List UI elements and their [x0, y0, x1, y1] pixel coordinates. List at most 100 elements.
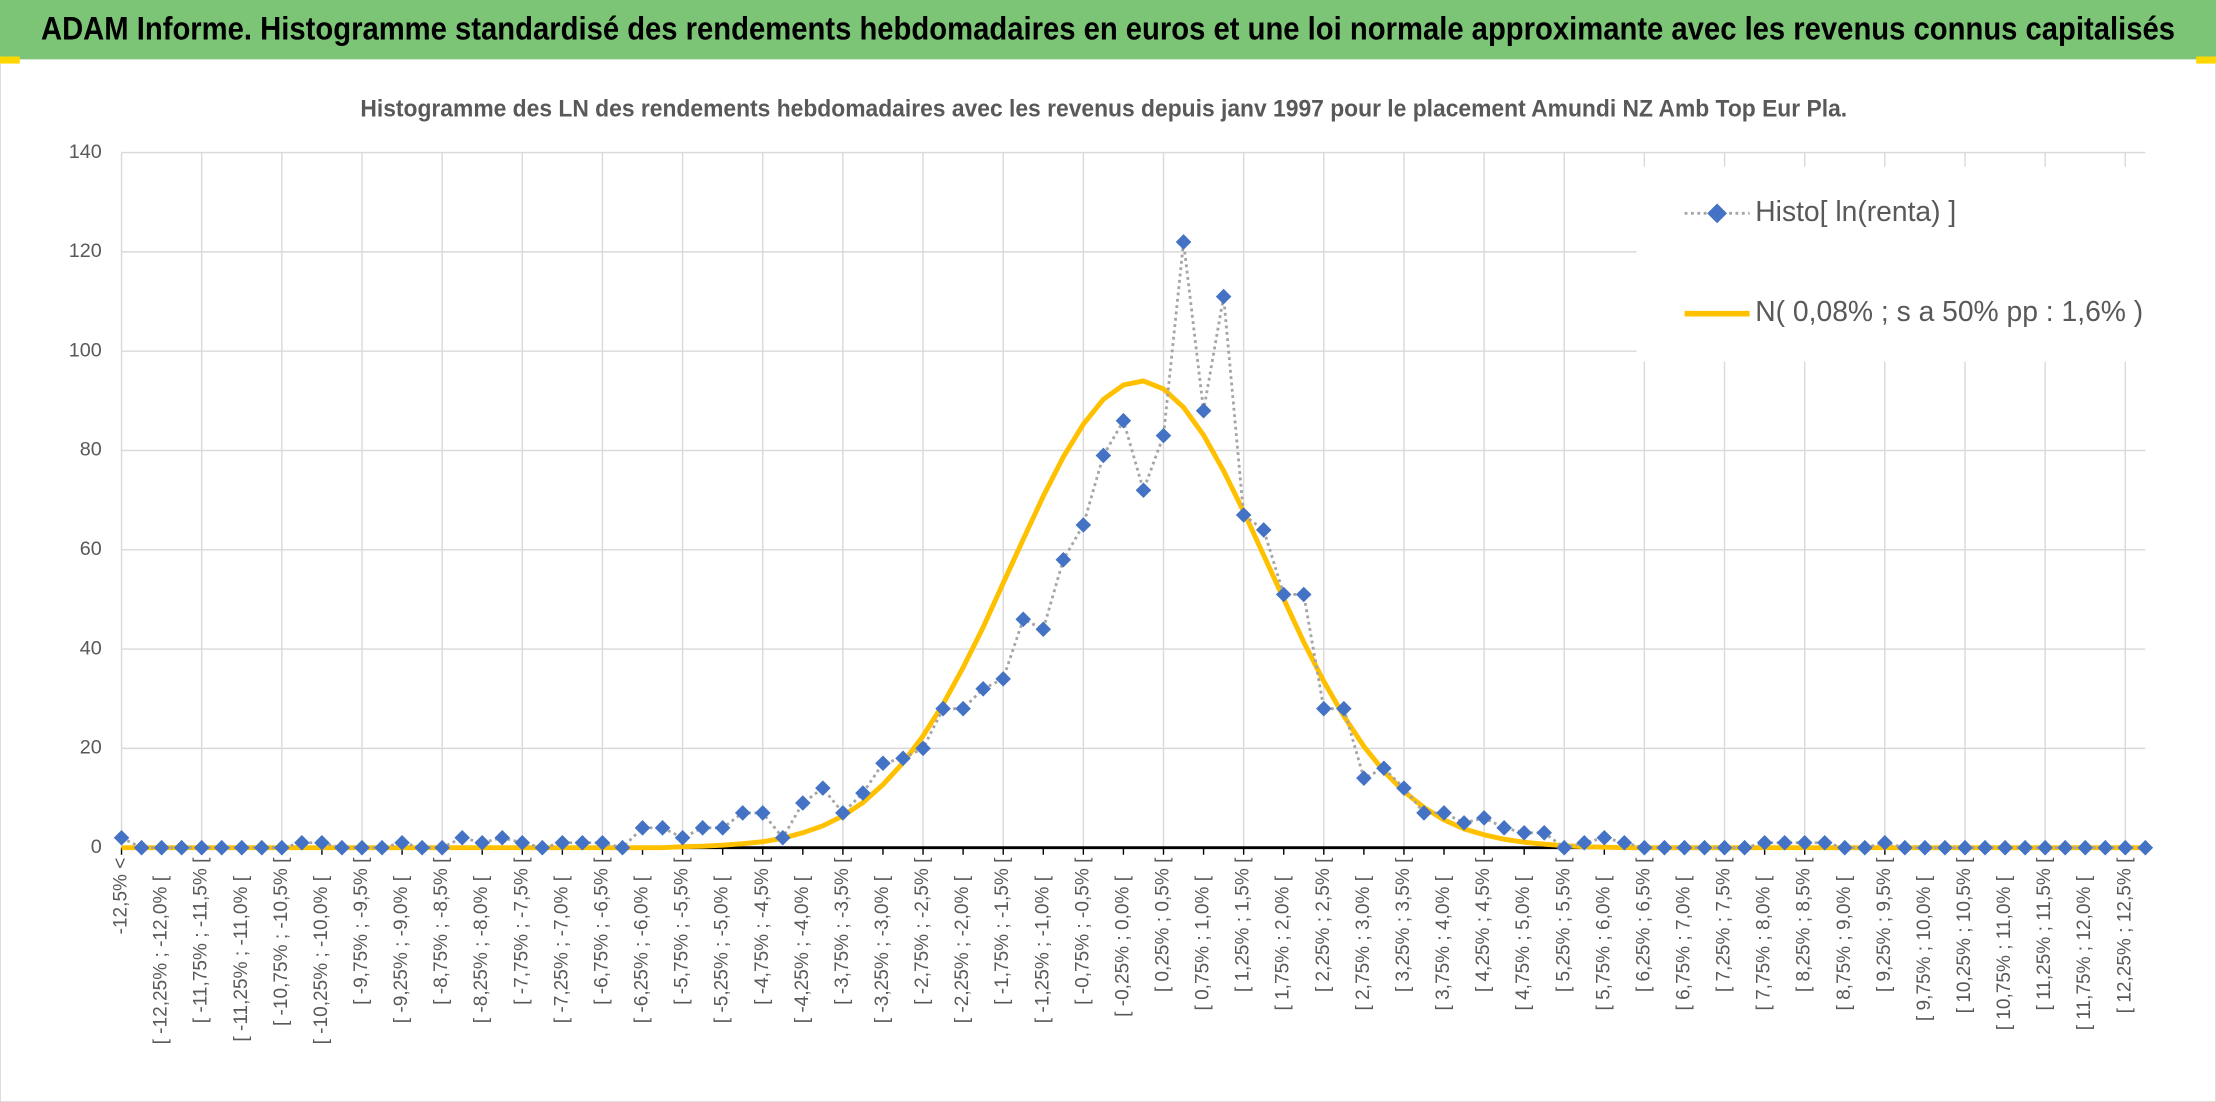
data-point — [2117, 839, 2134, 856]
y-tick-label: 20 — [80, 737, 102, 759]
x-tick-label: [ 7,75% ; 8,0% [ — [1754, 875, 1775, 1010]
x-tick-label: [ -2,75% ; -2,5% [ — [912, 857, 933, 1005]
x-tick-label: [ 2,25% ; 2,5% [ — [1313, 857, 1334, 992]
data-point — [594, 834, 611, 851]
data-point — [955, 700, 971, 717]
data-point — [1195, 402, 1212, 419]
data-point — [1476, 810, 1492, 826]
x-tick-label: [ -11,25% ; -11,0% [ — [231, 875, 252, 1041]
data-point — [835, 805, 851, 821]
y-tick-label: 40 — [80, 637, 102, 659]
x-tick-label: [ 9,25% ; 9,5% [ — [1874, 857, 1895, 992]
data-point — [1736, 839, 1753, 856]
data-point — [1997, 839, 2013, 856]
data-point — [173, 839, 190, 856]
x-tick-label: [ 0,25% ; 0,5% [ — [1153, 857, 1174, 992]
data-point — [494, 829, 511, 846]
data-point — [754, 805, 771, 821]
data-point — [2037, 839, 2053, 856]
legend: Histo[ ln(renta) ] N( 0,08% ; s a 50% pp … — [1636, 166, 2177, 362]
data-point — [1636, 839, 1653, 856]
y-tick-label: 120 — [69, 240, 102, 262]
x-tick-label: [ -0,75% ; -0,5% [ — [1072, 857, 1093, 1005]
data-point — [1837, 839, 1853, 856]
data-point — [614, 839, 631, 856]
x-tick-label: [ -7,75% ; -7,5% [ — [511, 857, 532, 1005]
x-tick-label: [ 6,25% ; 6,5% [ — [1633, 857, 1654, 992]
data-point — [1616, 834, 1633, 851]
x-tick-label: [ 11,75% ; 12,0% [ — [2074, 875, 2095, 1030]
data-point — [1656, 839, 1673, 856]
data-point — [574, 834, 591, 851]
data-point — [1235, 507, 1252, 523]
x-tick-label: [ -9,75% ; -9,5% [ — [351, 857, 372, 1005]
x-tick-label: [ -8,75% ; -8,5% [ — [431, 857, 452, 1005]
x-tick-label: [ -12,25% ; -12,0% [ — [151, 875, 172, 1044]
data-point — [875, 755, 891, 772]
corner-mark — [0, 56, 20, 64]
x-tick-label: [ 4,75% ; 5,0% [ — [1513, 875, 1534, 1010]
x-tick-label: [ 7,25% ; 7,5% [ — [1714, 857, 1735, 992]
x-tick-label: [ -10,25% ; -10,0% [ — [311, 875, 332, 1044]
data-point — [995, 671, 1011, 687]
data-point — [1696, 839, 1713, 856]
data-point — [514, 834, 531, 851]
data-point — [374, 839, 390, 856]
data-point — [2017, 839, 2033, 856]
data-point — [775, 829, 791, 846]
data-point — [1356, 770, 1372, 786]
data-point — [2137, 839, 2154, 856]
data-point — [2057, 839, 2073, 856]
legend-marker — [1707, 203, 1728, 224]
x-tick-label: [ 11,25% ; 11,5% [ — [2034, 857, 2055, 1011]
x-tick-label: [ -6,75% ; -6,5% [ — [591, 857, 612, 1005]
x-tick-label: [ -3,25% ; -3,0% [ — [872, 875, 893, 1023]
x-tick-label: [ 1,25% ; 1,5% [ — [1233, 857, 1254, 992]
data-point — [414, 839, 430, 856]
data-point — [1175, 234, 1192, 250]
x-tick-label: [ -5,75% ; -5,5% [ — [672, 857, 693, 1005]
data-point — [1075, 517, 1092, 533]
data-point — [935, 700, 951, 717]
normal-curve — [121, 378, 2146, 851]
x-tick-label: [ -8,25% ; -8,0% [ — [471, 875, 492, 1023]
x-tick-label: [ -6,25% ; -6,0% [ — [632, 875, 653, 1023]
chart-title: Histogramme des LN des rendements hebdom… — [360, 96, 1847, 123]
x-tick-label: [ -4,75% ; -4,5% [ — [752, 857, 773, 1005]
x-tick-label: [ -5,25% ; -5,0% [ — [712, 875, 733, 1023]
data-point — [855, 785, 871, 801]
data-point — [1917, 839, 1933, 856]
data-point — [1756, 834, 1773, 851]
data-point — [534, 839, 551, 856]
x-tick-label: [ -0,25% ; 0,0% [ — [1112, 875, 1133, 1017]
data-point — [1396, 780, 1412, 796]
data-point — [1155, 427, 1172, 444]
x-tick-label: [ 5,75% ; 6,0% [ — [1593, 875, 1614, 1010]
data-point — [434, 839, 450, 856]
data-point — [1776, 834, 1793, 851]
legend-box — [1636, 166, 2177, 362]
x-tick-label: [ 5,25% ; 5,5% [ — [1553, 857, 1574, 992]
data-point — [2077, 839, 2093, 856]
corner-mark — [2196, 56, 2216, 64]
y-tick-label: 140 — [69, 141, 102, 163]
x-tick-label: [ 4,25% ; 4,5% [ — [1473, 857, 1494, 992]
data-point — [1376, 760, 1392, 777]
x-tick-label: [ 8,75% ; 9,0% [ — [1834, 875, 1855, 1010]
data-point — [975, 681, 991, 697]
data-point — [1275, 586, 1292, 603]
x-tick-label: -12,5% < — [111, 858, 132, 935]
data-point — [1055, 551, 1072, 568]
x-tick-label: [ 6,75% ; 7,0% [ — [1674, 875, 1695, 1010]
data-point — [1937, 839, 1953, 856]
data-point — [1676, 839, 1693, 856]
y-tick-label: 60 — [80, 538, 102, 560]
legend-label: Histo[ ln(renta) ] — [1755, 195, 1956, 227]
data-point — [1135, 482, 1152, 498]
data-point — [193, 839, 210, 856]
data-point — [1857, 839, 1873, 856]
x-tick-label: [ -1,25% ; -1,0% [ — [1032, 875, 1053, 1023]
data-point — [1816, 834, 1833, 851]
